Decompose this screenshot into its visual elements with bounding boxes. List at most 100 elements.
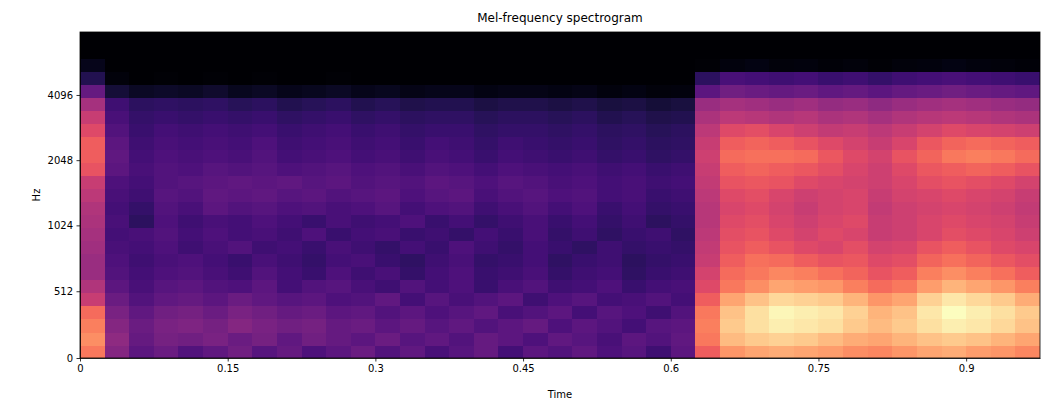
cell (523, 254, 548, 268)
cell (917, 201, 942, 215)
cell (843, 188, 868, 202)
cell (671, 241, 696, 255)
cell (622, 293, 647, 307)
cell (892, 45, 917, 59)
cell (622, 319, 647, 333)
cell (720, 110, 745, 124)
cell (302, 228, 327, 242)
cell (252, 267, 277, 281)
cell (425, 123, 450, 137)
cell (425, 254, 450, 268)
cell (228, 84, 253, 98)
cell (351, 254, 376, 268)
cell (375, 97, 400, 111)
cell (178, 188, 203, 202)
x-tick: 0.45 (512, 358, 534, 374)
cell (671, 97, 696, 111)
cell (498, 71, 523, 85)
cell (302, 71, 327, 85)
cell (769, 84, 794, 98)
cell (720, 293, 745, 307)
cell (991, 162, 1016, 176)
cell (302, 345, 327, 358)
cell (203, 136, 228, 150)
cell (917, 162, 942, 176)
cell (302, 162, 327, 176)
cell (105, 84, 130, 98)
cell (474, 58, 499, 72)
cell (548, 84, 573, 98)
cell (695, 162, 720, 176)
cell (474, 267, 499, 281)
cell (695, 228, 720, 242)
cell (449, 110, 474, 124)
cell (769, 228, 794, 242)
cell (302, 32, 327, 46)
cell (942, 188, 967, 202)
cell (892, 136, 917, 150)
cell (80, 149, 105, 163)
cell (523, 188, 548, 202)
cell (917, 71, 942, 85)
cell (892, 110, 917, 124)
cell (449, 45, 474, 59)
cell (622, 149, 647, 163)
cell (942, 332, 967, 346)
x-tick-label: 0 (77, 363, 83, 374)
cell (695, 280, 720, 294)
cell (966, 32, 991, 46)
cell (843, 149, 868, 163)
cell (695, 97, 720, 111)
cell (794, 201, 819, 215)
cell (671, 162, 696, 176)
cell (695, 332, 720, 346)
cell (942, 241, 967, 255)
cell (843, 215, 868, 229)
cell (203, 58, 228, 72)
cell (1015, 293, 1040, 307)
cell (252, 71, 277, 85)
cell (425, 241, 450, 255)
cell (597, 319, 622, 333)
cell (425, 32, 450, 46)
cell (868, 97, 893, 111)
cell (523, 149, 548, 163)
cell (794, 215, 819, 229)
cell (375, 293, 400, 307)
cell (671, 32, 696, 46)
cell (942, 149, 967, 163)
cell (400, 45, 425, 59)
cell (917, 123, 942, 137)
cell (203, 84, 228, 98)
cell (523, 345, 548, 358)
cell (375, 175, 400, 189)
cell (720, 345, 745, 358)
cell (646, 123, 671, 137)
cell (794, 84, 819, 98)
cell (375, 332, 400, 346)
cell (474, 293, 499, 307)
cell (597, 215, 622, 229)
cell (129, 188, 154, 202)
cell (597, 293, 622, 307)
cell (646, 71, 671, 85)
cell (375, 84, 400, 98)
cell (178, 345, 203, 358)
cell (818, 345, 843, 358)
cell (228, 188, 253, 202)
cell (400, 58, 425, 72)
cell (105, 71, 130, 85)
cell (966, 110, 991, 124)
cell (326, 97, 351, 111)
cell (400, 188, 425, 202)
cell (548, 228, 573, 242)
cell (622, 97, 647, 111)
cell (548, 201, 573, 215)
cell (351, 241, 376, 255)
cell (154, 45, 179, 59)
cell (228, 345, 253, 358)
cell (154, 58, 179, 72)
cell (671, 280, 696, 294)
cell (868, 215, 893, 229)
cell (1015, 136, 1040, 150)
